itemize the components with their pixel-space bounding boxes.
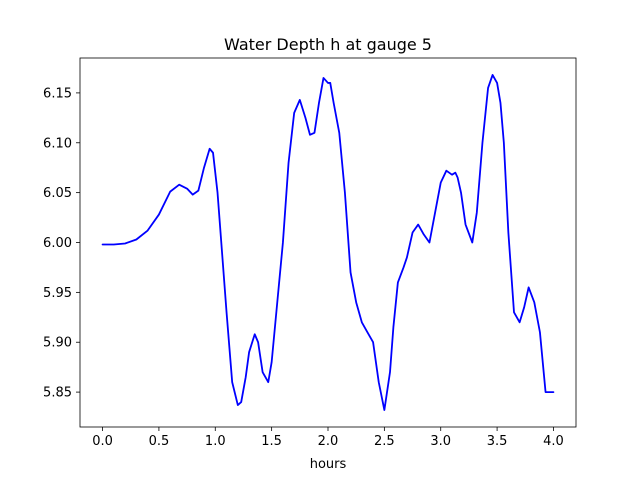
plot-frame	[79, 57, 577, 428]
y-tick-label: 6.05	[43, 186, 72, 201]
x-axis-label: hours	[310, 457, 347, 472]
y-tick-label: 6.00	[43, 236, 72, 251]
y-tick-label: 6.15	[43, 86, 72, 101]
y-tick-label: 6.10	[43, 136, 72, 151]
x-tick-label: 1.5	[261, 434, 282, 449]
plot-area: 0.0 0.5 1.0 1.5 2.0 2.5 3.0 3.5 4.0 5.85 5.90 5.95 6…	[43, 57, 577, 449]
y-tick-label: 5.95	[43, 286, 72, 301]
x-tick-label: 2.5	[374, 434, 395, 449]
y-tick-label: 5.85	[43, 386, 72, 401]
x-tick-label: 3.5	[487, 434, 508, 449]
series-line-0	[101, 74, 555, 411]
x-tick-label: 2.0	[318, 434, 339, 449]
x-tick-label: 4.0	[543, 434, 564, 449]
x-tick-label: 3.0	[430, 434, 451, 449]
x-tick-label: 0.5	[149, 434, 170, 449]
chart-title: Water Depth h at gauge 5	[224, 35, 432, 54]
x-tick-label: 1.0	[205, 434, 226, 449]
y-tick-label: 5.90	[43, 336, 72, 351]
x-tick-label: 0.0	[92, 434, 113, 449]
